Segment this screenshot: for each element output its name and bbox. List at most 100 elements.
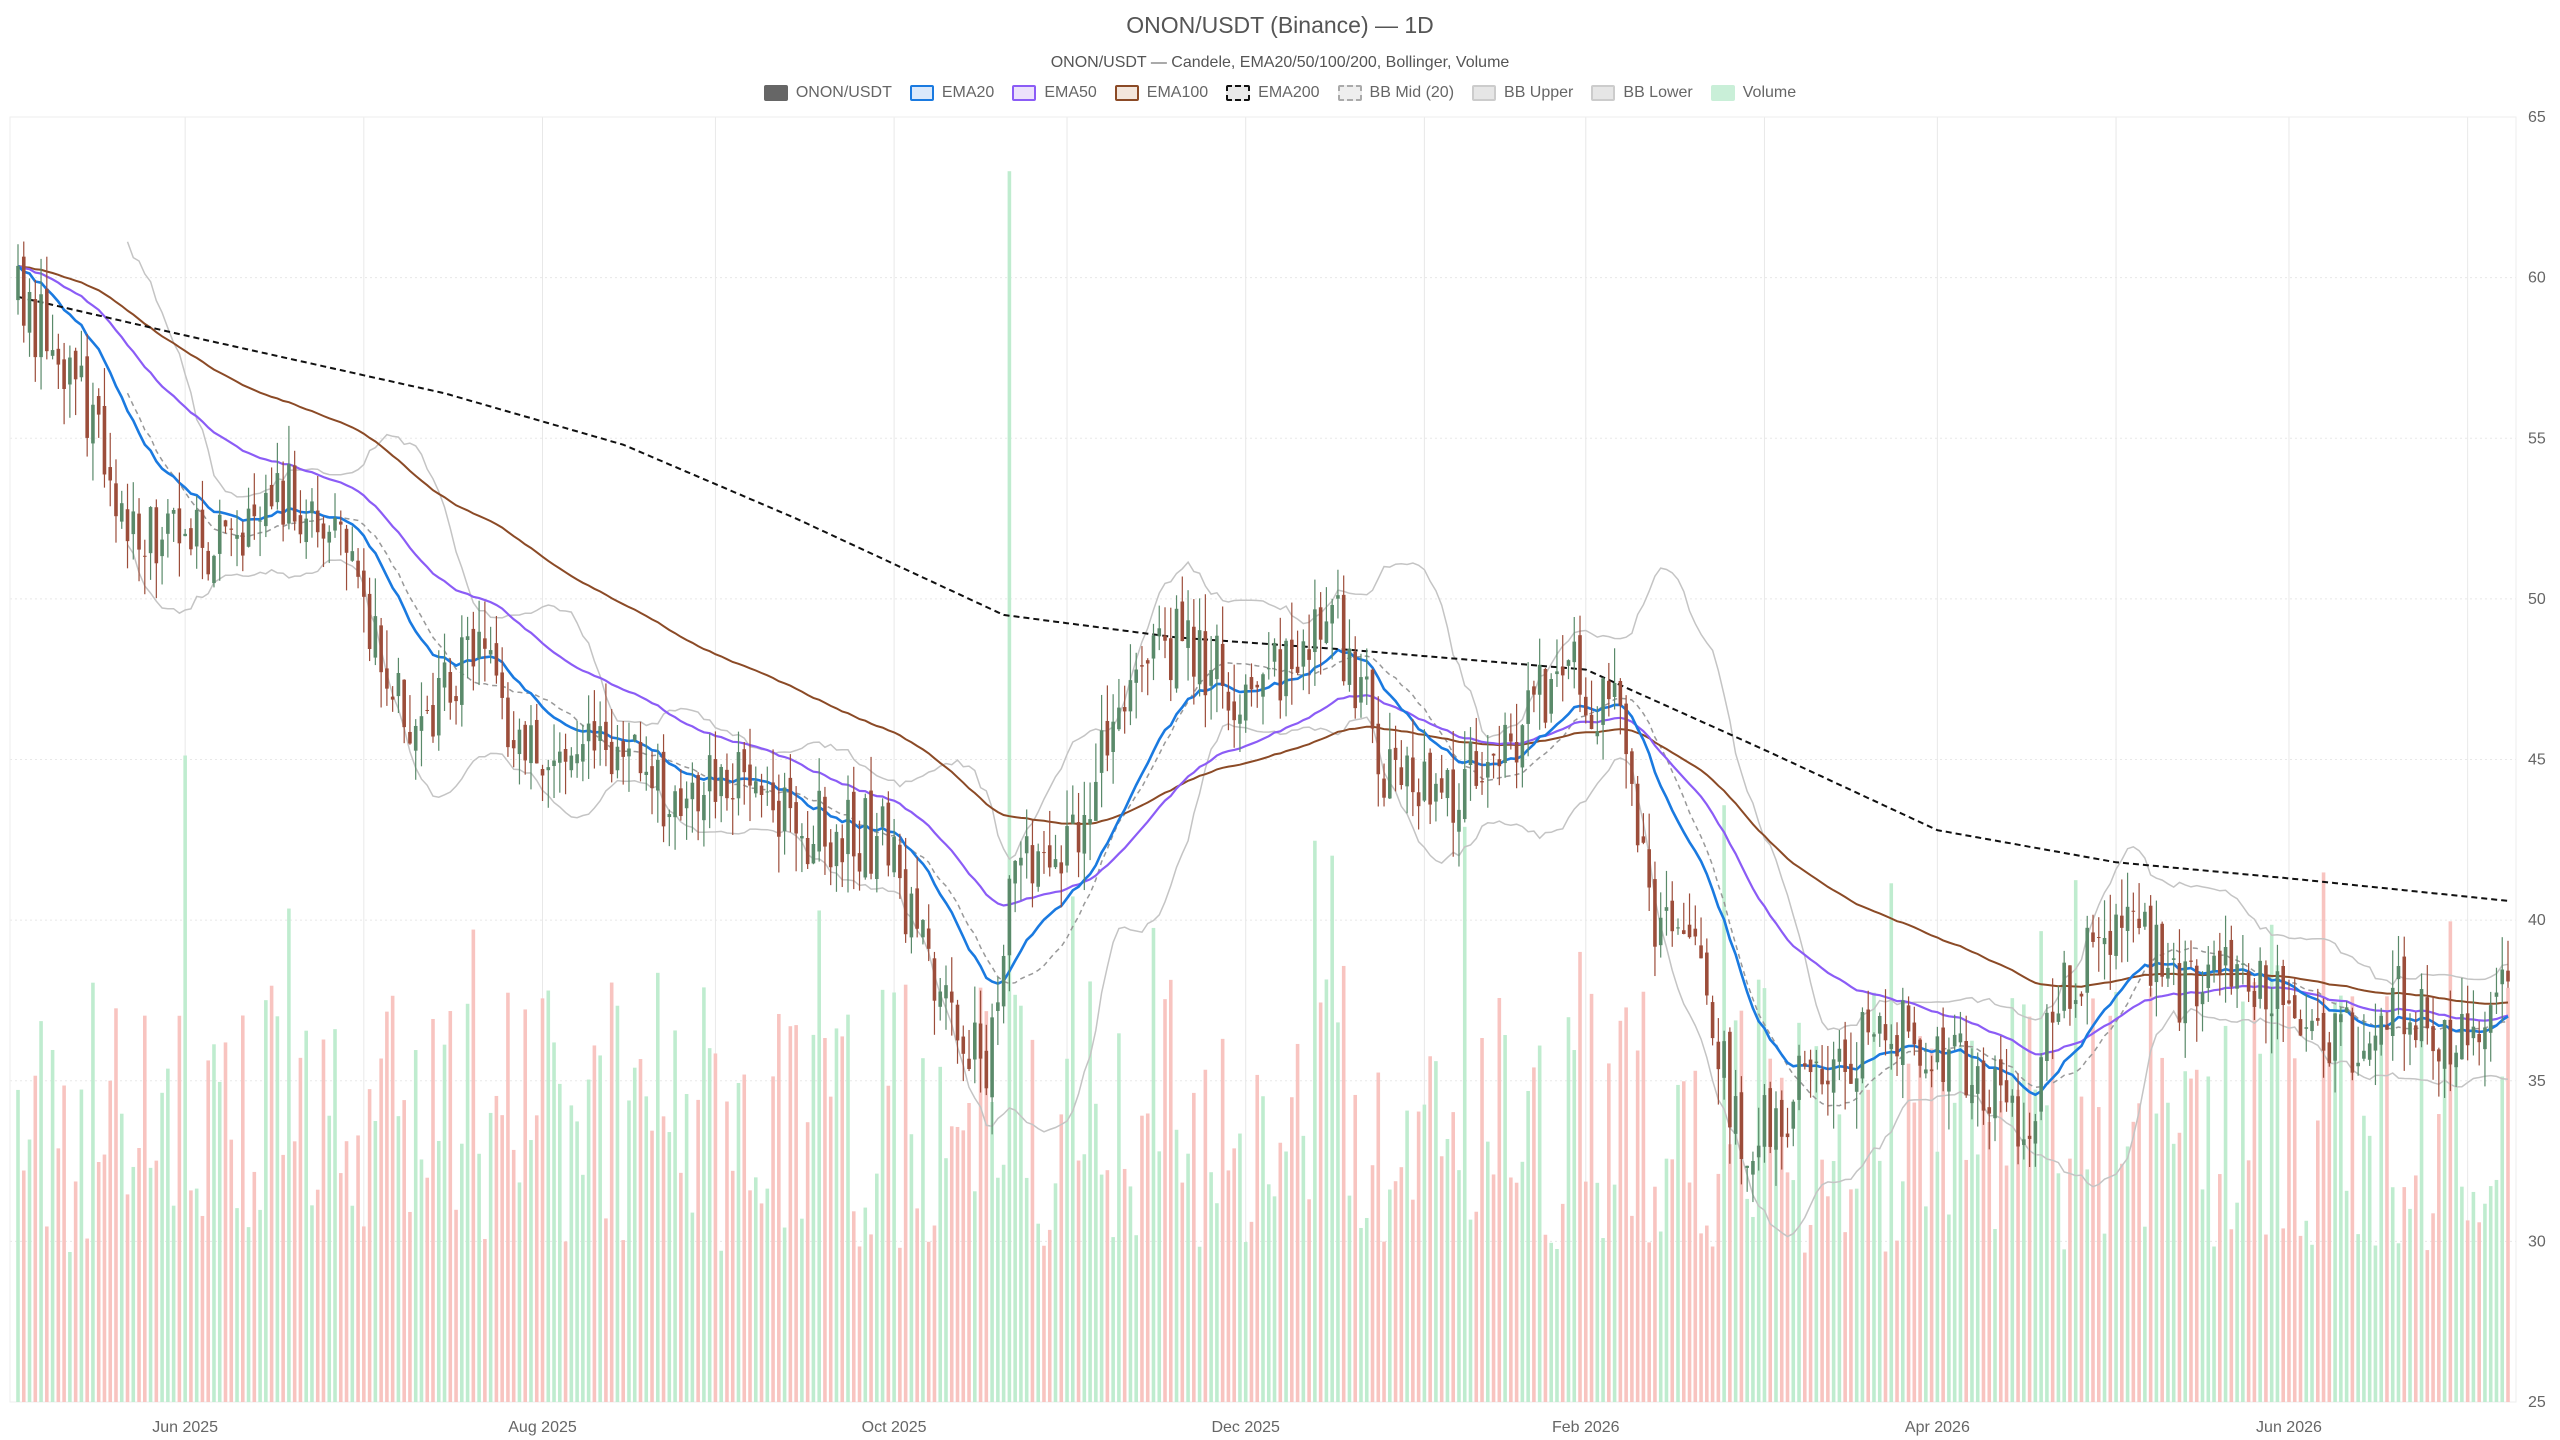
candle[interactable]	[2050, 978, 2055, 1060]
candle[interactable]	[984, 1024, 989, 1096]
candle[interactable]	[765, 766, 770, 806]
candle[interactable]	[1733, 1069, 1738, 1145]
candle[interactable]	[2333, 1013, 2337, 1093]
candle[interactable]	[1900, 987, 1905, 1099]
candle[interactable]	[183, 528, 187, 537]
candle[interactable]	[1924, 1042, 1928, 1079]
candle[interactable]	[460, 615, 464, 727]
candle[interactable]	[1722, 1030, 1726, 1100]
candle[interactable]	[79, 330, 84, 382]
candle[interactable]	[546, 759, 551, 808]
candle[interactable]	[327, 525, 332, 564]
legend-item-onon-usdt[interactable]: ONON/USDT	[763, 84, 892, 102]
candle[interactable]	[800, 823, 804, 873]
legend-item-ema20[interactable]: EMA20	[909, 84, 994, 102]
candle[interactable]	[1082, 781, 1087, 891]
candle[interactable]	[2350, 1007, 2355, 1081]
candle[interactable]	[673, 785, 677, 850]
candle[interactable]	[2194, 959, 2199, 1042]
candle[interactable]	[2471, 990, 2476, 1056]
candle[interactable]	[1612, 648, 1617, 710]
candle[interactable]	[1958, 1011, 1963, 1047]
candle[interactable]	[1658, 892, 1663, 958]
candle[interactable]	[442, 633, 447, 711]
candle[interactable]	[2148, 895, 2153, 997]
candle[interactable]	[1145, 658, 1150, 696]
candle[interactable]	[2004, 1048, 2009, 1112]
candle[interactable]	[1981, 1047, 1986, 1125]
candle[interactable]	[1779, 1090, 1784, 1170]
candle[interactable]	[1883, 989, 1888, 1056]
candle[interactable]	[1042, 830, 1046, 874]
candle[interactable]	[1595, 706, 1600, 745]
candle[interactable]	[684, 781, 689, 840]
candle[interactable]	[696, 772, 700, 841]
candle[interactable]	[131, 482, 136, 560]
candle[interactable]	[1618, 678, 1623, 735]
candle[interactable]	[2079, 991, 2084, 1006]
candle[interactable]	[973, 986, 977, 1084]
candle[interactable]	[2442, 1019, 2447, 1098]
candle[interactable]	[177, 472, 182, 577]
candle[interactable]	[1393, 725, 1398, 792]
candle[interactable]	[2483, 1011, 2487, 1087]
candle[interactable]	[2437, 1047, 2441, 1097]
candle[interactable]	[1497, 725, 1502, 786]
candle[interactable]	[1578, 615, 1582, 713]
candle[interactable]	[869, 756, 873, 880]
candle[interactable]	[1238, 694, 1242, 752]
candle[interactable]	[1699, 917, 1703, 959]
candle[interactable]	[955, 999, 960, 1064]
candle[interactable]	[385, 630, 389, 706]
candle[interactable]	[938, 978, 943, 1021]
candle[interactable]	[857, 820, 862, 891]
candle[interactable]	[1676, 918, 1680, 935]
candle[interactable]	[1243, 674, 1248, 733]
candle[interactable]	[1209, 636, 1213, 720]
candle[interactable]	[1122, 685, 1127, 734]
candle[interactable]	[1653, 861, 1657, 977]
candle[interactable]	[68, 345, 72, 418]
candle[interactable]	[2396, 935, 2401, 1015]
candle[interactable]	[529, 705, 533, 790]
candle[interactable]	[921, 919, 925, 945]
candle[interactable]	[2419, 973, 2424, 1048]
candle[interactable]	[926, 904, 931, 962]
candle[interactable]	[367, 577, 372, 662]
candle[interactable]	[2125, 872, 2130, 962]
candle[interactable]	[362, 548, 366, 633]
candle[interactable]	[915, 856, 919, 938]
candle[interactable]	[1641, 813, 1646, 845]
candle[interactable]	[2229, 925, 2234, 995]
candle[interactable]	[488, 626, 493, 664]
candle[interactable]	[2062, 950, 2066, 1019]
candle[interactable]	[581, 724, 585, 782]
candle[interactable]	[777, 774, 781, 873]
candle[interactable]	[834, 824, 839, 892]
candle[interactable]	[246, 487, 251, 548]
candle[interactable]	[1687, 893, 1692, 939]
candle[interactable]	[1964, 1015, 1968, 1098]
candle[interactable]	[56, 333, 61, 389]
candle[interactable]	[730, 763, 735, 835]
candle[interactable]	[967, 1029, 971, 1072]
candle[interactable]	[1549, 673, 1553, 723]
candle[interactable]	[1215, 624, 1219, 713]
candle[interactable]	[2287, 979, 2291, 1005]
candle[interactable]	[817, 758, 821, 862]
candle[interactable]	[2460, 977, 2464, 1060]
candle[interactable]	[477, 600, 481, 686]
candle[interactable]	[2379, 1007, 2383, 1056]
candle[interactable]	[2022, 1102, 2026, 1160]
legend-item-bb-mid-20-[interactable]: BB Mid (20)	[1337, 84, 1454, 102]
candle[interactable]	[782, 772, 787, 855]
candle[interactable]	[1163, 607, 1167, 659]
candle[interactable]	[1186, 590, 1190, 681]
candle[interactable]	[2143, 902, 2147, 930]
candle[interactable]	[713, 731, 718, 819]
candle[interactable]	[2091, 914, 2095, 948]
candle[interactable]	[978, 990, 983, 1093]
candle[interactable]	[2494, 967, 2499, 1014]
candle[interactable]	[1353, 636, 1358, 719]
